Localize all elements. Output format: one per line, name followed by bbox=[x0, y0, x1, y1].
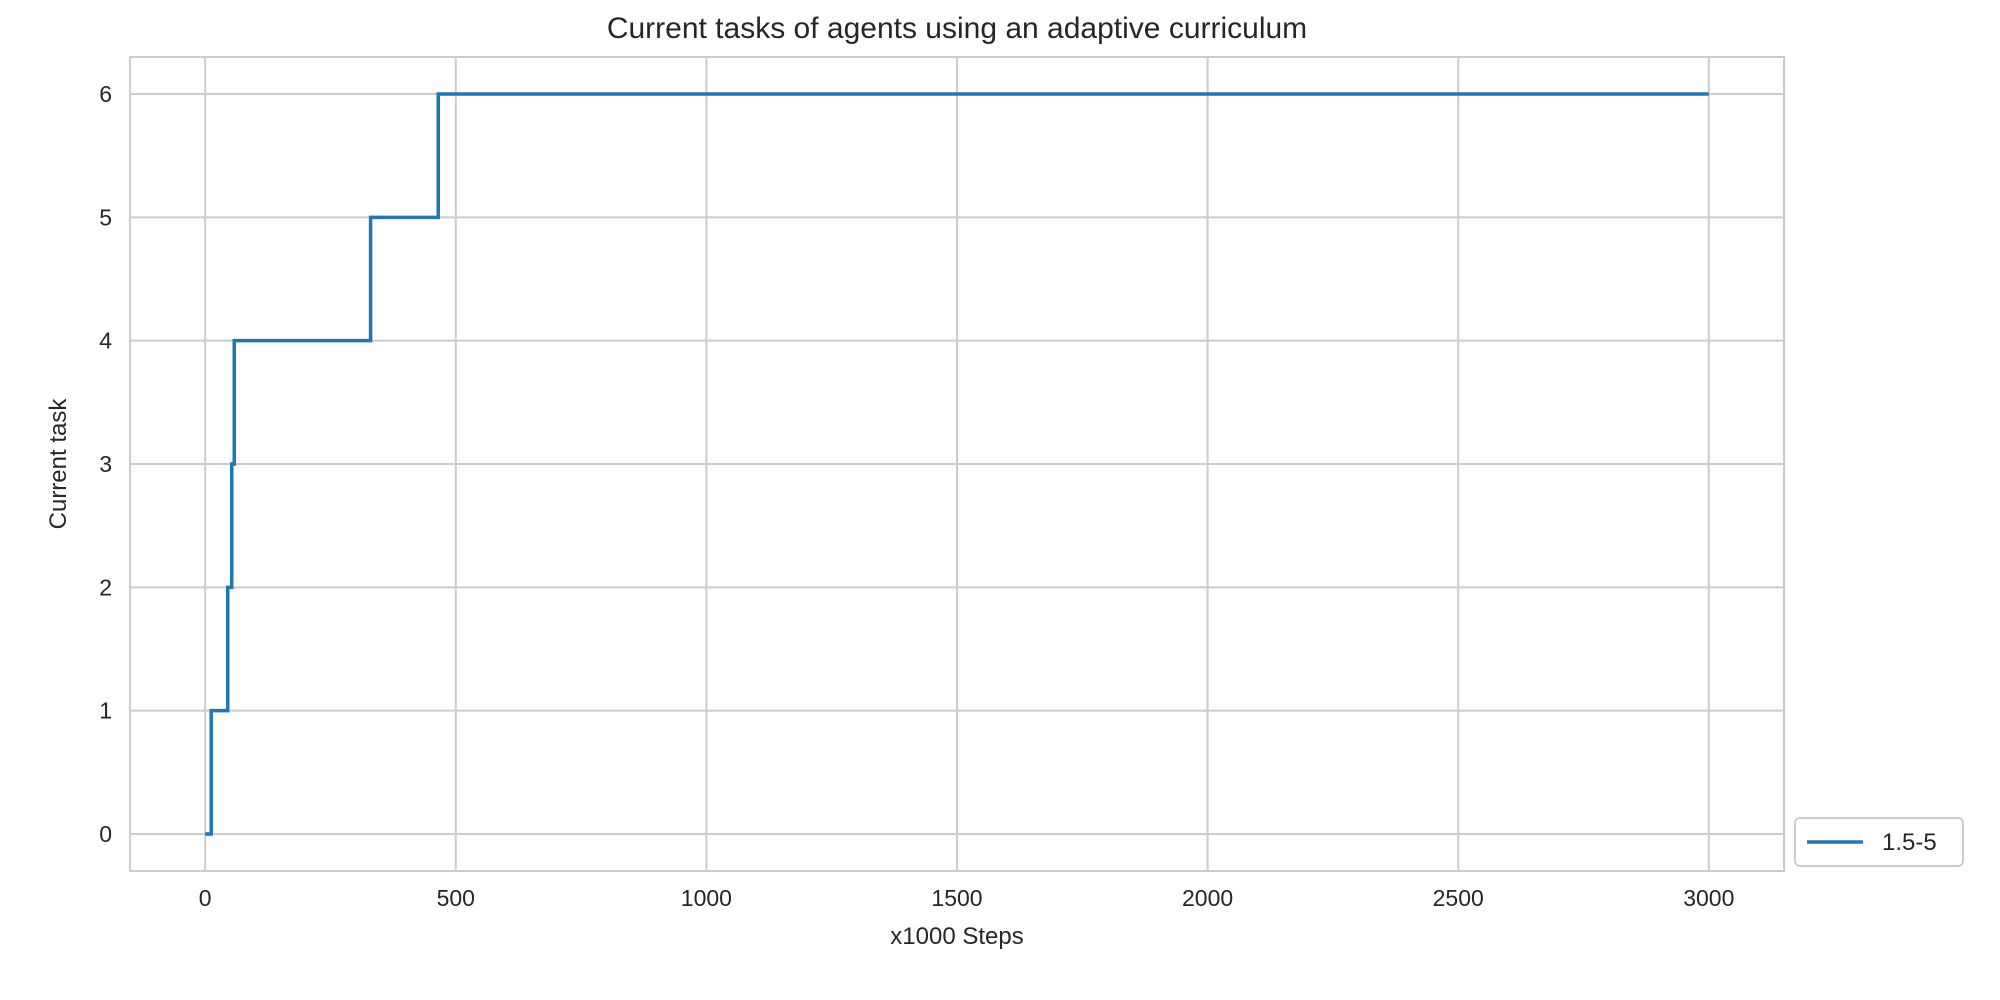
y-tick-label: 2 bbox=[99, 574, 112, 600]
x-axis-ticks: 0 500 1000 1500 2000 2500 3000 bbox=[199, 885, 1735, 911]
series-layer bbox=[205, 92, 1709, 836]
x-axis-title: x1000 Steps bbox=[890, 923, 1023, 950]
y-tick-label: 0 bbox=[99, 821, 112, 847]
y-tick-label: 6 bbox=[99, 81, 112, 107]
x-tick-label: 3000 bbox=[1683, 885, 1734, 911]
x-tick-label: 1000 bbox=[681, 885, 732, 911]
legend: 1.5-5 bbox=[1794, 817, 1964, 867]
chart-title: Current tasks of agents using an adaptiv… bbox=[607, 12, 1307, 45]
y-tick-label: 1 bbox=[99, 698, 112, 724]
legend-label: 1.5-5 bbox=[1882, 829, 1937, 856]
x-tick-label: 500 bbox=[437, 885, 475, 911]
legend-box bbox=[1794, 817, 1964, 867]
x-tick-label: 2500 bbox=[1433, 885, 1484, 911]
series-line bbox=[205, 92, 1709, 836]
y-axis-ticks: 0 1 2 3 4 5 6 bbox=[99, 81, 112, 847]
grid-lines bbox=[130, 57, 1784, 871]
x-tick-label: 1500 bbox=[931, 885, 982, 911]
y-tick-label: 3 bbox=[99, 451, 112, 477]
y-tick-label: 5 bbox=[99, 204, 112, 230]
plot-frame bbox=[129, 56, 1785, 872]
y-axis-title: Current task bbox=[45, 398, 72, 530]
x-tick-label: 0 bbox=[199, 885, 212, 911]
x-tick-label: 2000 bbox=[1182, 885, 1233, 911]
y-tick-label: 4 bbox=[99, 328, 112, 354]
